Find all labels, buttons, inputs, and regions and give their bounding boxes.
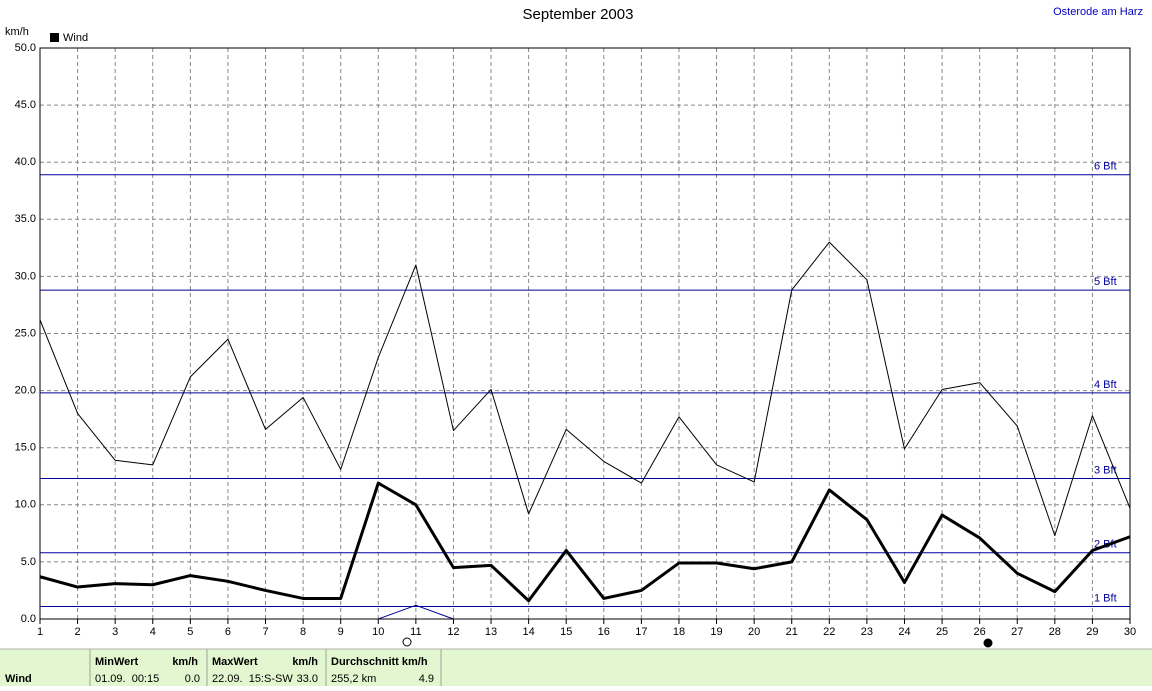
legend-swatch — [50, 33, 59, 42]
y-tick-label: 45.0 — [15, 99, 36, 111]
x-tick-label: 3 — [112, 626, 118, 638]
x-tick-label: 16 — [598, 626, 610, 638]
cell-value: 4.9 — [419, 673, 434, 685]
bft-label: 4 Bft — [1094, 379, 1117, 391]
cell-when: 01.09. 00:15 — [95, 673, 159, 685]
x-tick-label: 26 — [974, 626, 986, 638]
x-tick-label: 12 — [447, 626, 459, 638]
cell-value: 33.0 — [297, 673, 318, 685]
station-label: Osterode am Harz — [1053, 6, 1143, 18]
cell-header: MaxWert — [212, 656, 258, 668]
y-tick-label: 25.0 — [15, 327, 36, 339]
x-tick-label: 20 — [748, 626, 760, 638]
cell-unit: km/h — [292, 656, 318, 668]
bft-label: 3 Bft — [1094, 464, 1117, 476]
y-tick-label: 35.0 — [15, 213, 36, 225]
x-tick-label: 1 — [37, 626, 43, 638]
cell-value: 0.0 — [185, 673, 200, 685]
x-tick-label: 25 — [936, 626, 948, 638]
x-tick-label: 2 — [75, 626, 81, 638]
moon-icon — [402, 637, 993, 648]
series-line — [378, 604, 454, 620]
summary-table: Wind MinWert km/h 01.09. 00:15 0.0 MaxWe… — [0, 648, 1152, 686]
bft-label: 1 Bft — [1094, 592, 1117, 604]
summary-bg — [0, 649, 1152, 686]
x-tick-label: 8 — [300, 626, 306, 638]
x-tick-label: 29 — [1086, 626, 1098, 638]
cell-header: MinWert — [95, 656, 139, 668]
y-tick-label: 40.0 — [15, 156, 36, 168]
x-tick-label: 22 — [823, 626, 835, 638]
y-tick-label: 30.0 — [15, 270, 36, 282]
chart-title: September 2003 — [523, 6, 634, 23]
x-tick-label: 30 — [1124, 626, 1136, 638]
y-tick-label: 10.0 — [15, 499, 36, 511]
x-tick-label: 13 — [485, 626, 497, 638]
x-tick-label: 4 — [150, 626, 156, 638]
x-tick-label: 17 — [635, 626, 647, 638]
x-tick-label: 9 — [338, 626, 344, 638]
legend-label: Wind — [63, 32, 88, 44]
cell-when: 255,2 km — [331, 673, 376, 685]
bft-label: 5 Bft — [1094, 276, 1117, 288]
y-tick-label: 5.0 — [21, 556, 36, 568]
x-tick-label: 24 — [898, 626, 910, 638]
bft-label: 6 Bft — [1094, 161, 1117, 173]
cell-when: 22.09. 15:S-SW — [212, 673, 293, 685]
x-tick-label: 27 — [1011, 626, 1023, 638]
plot-frame — [39, 47, 1131, 620]
y-axis-label: km/h — [5, 26, 29, 38]
row-label: Wind — [5, 673, 32, 685]
x-tick-label: 19 — [710, 626, 722, 638]
y-tick-label: 15.0 — [15, 442, 36, 454]
x-tick-label: 6 — [225, 626, 231, 638]
x-tick-label: 7 — [262, 626, 268, 638]
y-tick-label: 0.0 — [21, 613, 36, 625]
series-line — [39, 481, 1131, 603]
x-tick-label: 23 — [861, 626, 873, 638]
x-tick-label: 5 — [187, 626, 193, 638]
x-tick-label: 28 — [1049, 626, 1061, 638]
series-line — [39, 241, 1131, 537]
cell-header: Durchschnitt km/h — [331, 656, 428, 668]
x-tick-label: 21 — [786, 626, 798, 638]
x-tick-label: 18 — [673, 626, 685, 638]
x-tick-label: 14 — [522, 626, 534, 638]
y-tick-label: 20.0 — [15, 385, 36, 397]
x-tick-label: 11 — [410, 626, 421, 638]
x-tick-label: 15 — [560, 626, 572, 638]
cell-unit: km/h — [172, 656, 198, 668]
y-tick-label: 50.0 — [15, 42, 36, 54]
x-tick-label: 10 — [372, 626, 384, 638]
